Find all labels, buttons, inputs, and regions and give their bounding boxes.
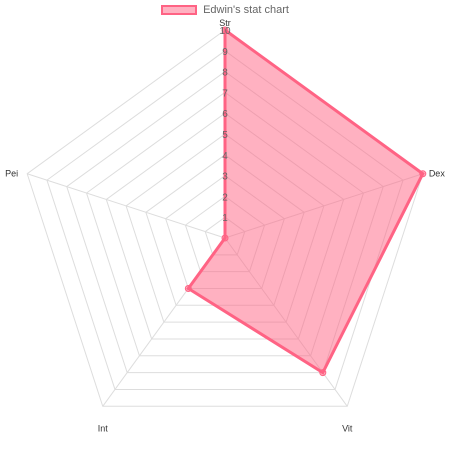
tick-label: 5 <box>222 130 228 141</box>
axis-label-dex: Dex <box>429 169 446 179</box>
axis-label-vit: Vit <box>342 423 353 433</box>
data-point[interactable] <box>221 26 229 34</box>
tick-label: 1 <box>222 213 228 224</box>
legend-label: Edwin's stat chart <box>203 4 289 16</box>
data-point[interactable] <box>419 170 427 178</box>
legend[interactable]: Edwin's stat chart <box>0 4 450 16</box>
data-point[interactable] <box>319 369 327 377</box>
axis-label-pei: Pei <box>5 169 18 179</box>
tick-label: 2 <box>222 192 228 203</box>
tick-label: 6 <box>222 109 228 120</box>
axis-labels: Str Dex Vit Int Pei <box>5 18 445 433</box>
data-point[interactable] <box>221 234 229 242</box>
axis-label-int: Int <box>98 423 109 433</box>
tick-label: 4 <box>222 151 228 162</box>
series-area <box>186 27 425 375</box>
axis-line <box>27 173 226 239</box>
tick-label: 7 <box>222 88 228 99</box>
tick-label: 3 <box>222 172 228 183</box>
tick-label: 10 <box>219 26 231 37</box>
tick-label: 9 <box>222 47 228 58</box>
tick-labels: 1 2 3 4 5 6 7 8 9 10 <box>219 26 231 224</box>
series-layer <box>184 26 427 377</box>
axis-label-str: Str <box>219 18 231 28</box>
data-point[interactable] <box>184 284 192 292</box>
tick-label: 8 <box>222 68 228 79</box>
legend-swatch <box>161 5 198 15</box>
